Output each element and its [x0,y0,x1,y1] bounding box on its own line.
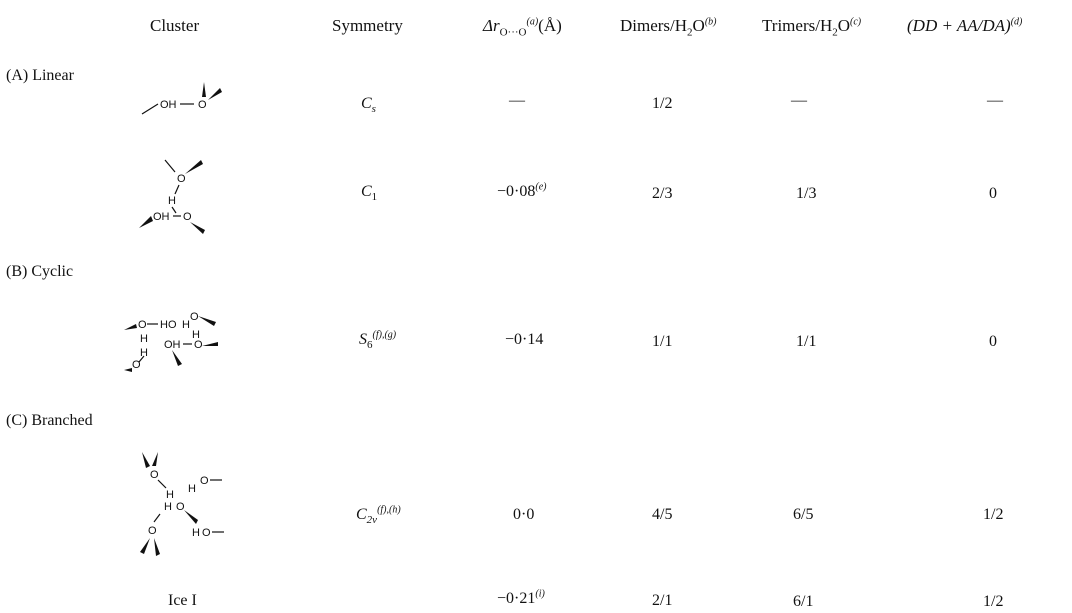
svg-text:H: H [140,347,148,359]
row2-ratio: 0 [989,185,997,202]
row2-dimers: 2/3 [652,185,673,202]
svg-text:O: O [190,311,199,323]
svg-text:OH: OH [153,211,170,223]
row4-symmetry: C2v(f),(h) [356,504,401,527]
linear-trimer-diagram: O H OH O [139,159,205,234]
row3-dimers: 1/1 [652,333,673,350]
svg-text:O: O [200,475,209,487]
row1-dimers: 1/2 [652,95,673,112]
svg-text:OH: OH [160,99,177,111]
section-branched: (C) Branched [6,412,93,429]
svg-text:H: H [192,527,200,539]
row4-dimers: 4/5 [652,506,673,523]
svg-text:O: O [198,99,207,111]
ice-dimers: 2/1 [652,592,673,609]
row3-trimers: 1/1 [796,333,817,350]
ice-label: Ice I [168,592,197,609]
row4-ratio: 1/2 [983,506,1004,523]
svg-text:O: O [202,527,211,539]
svg-text:O: O [148,525,157,537]
row1-ratio: — [987,92,1003,109]
cyclic-hexamer-diagram: O HO H O H H OH O H O [124,311,218,372]
row2-trimers: 1/3 [796,185,817,202]
row2-symmetry: C1 [361,183,378,204]
svg-text:HO: HO [160,319,177,331]
svg-text:O: O [176,501,185,513]
ice-delta: −0·21(i) [497,588,545,607]
header-dd-aa-da: (DD + AA/DA)(d) [907,16,1023,35]
svg-text:OH: OH [164,339,181,351]
row3-ratio: 0 [989,333,997,350]
row4-delta: 0·0 [513,506,535,523]
linear-dimer-diagram: OH O [141,82,222,115]
row4-trimers: 6/5 [793,506,814,523]
svg-text:H: H [188,483,196,495]
ice-ratio: 1/2 [983,593,1004,610]
svg-text:H: H [166,489,174,501]
row2-delta: −0·08(e) [497,181,547,200]
branched-pentamer-diagram: O H H O H O H O O [140,452,224,556]
svg-text:O: O [132,359,141,371]
svg-text:O: O [194,339,203,351]
svg-text:H: H [192,329,200,341]
svg-text:O: O [177,173,186,185]
ice-trimers: 6/1 [793,593,814,610]
row1-delta: — [509,92,525,109]
row1-symmetry: Cs [361,95,376,116]
svg-text:H: H [140,333,148,345]
header-cluster: Cluster [150,16,200,35]
svg-text:O: O [138,319,147,331]
row1-trimers: — [791,92,807,109]
svg-text:O: O [150,469,159,481]
svg-text:H: H [164,501,172,513]
row3-symmetry: S6(f),(g) [359,329,397,352]
svg-text:O: O [183,211,192,223]
header-symmetry: Symmetry [332,16,403,35]
section-cyclic: (B) Cyclic [6,263,74,280]
header-delta-r: ΔrO···O(a)(Å) [483,16,562,39]
row3-delta: −0·14 [505,331,544,348]
svg-text:H: H [182,319,190,331]
section-linear: (A) Linear [6,67,74,84]
header-trimers: Trimers/H2O(c) [762,16,862,39]
svg-text:H: H [168,195,176,207]
header-dimers: Dimers/H2O(b) [620,16,717,39]
